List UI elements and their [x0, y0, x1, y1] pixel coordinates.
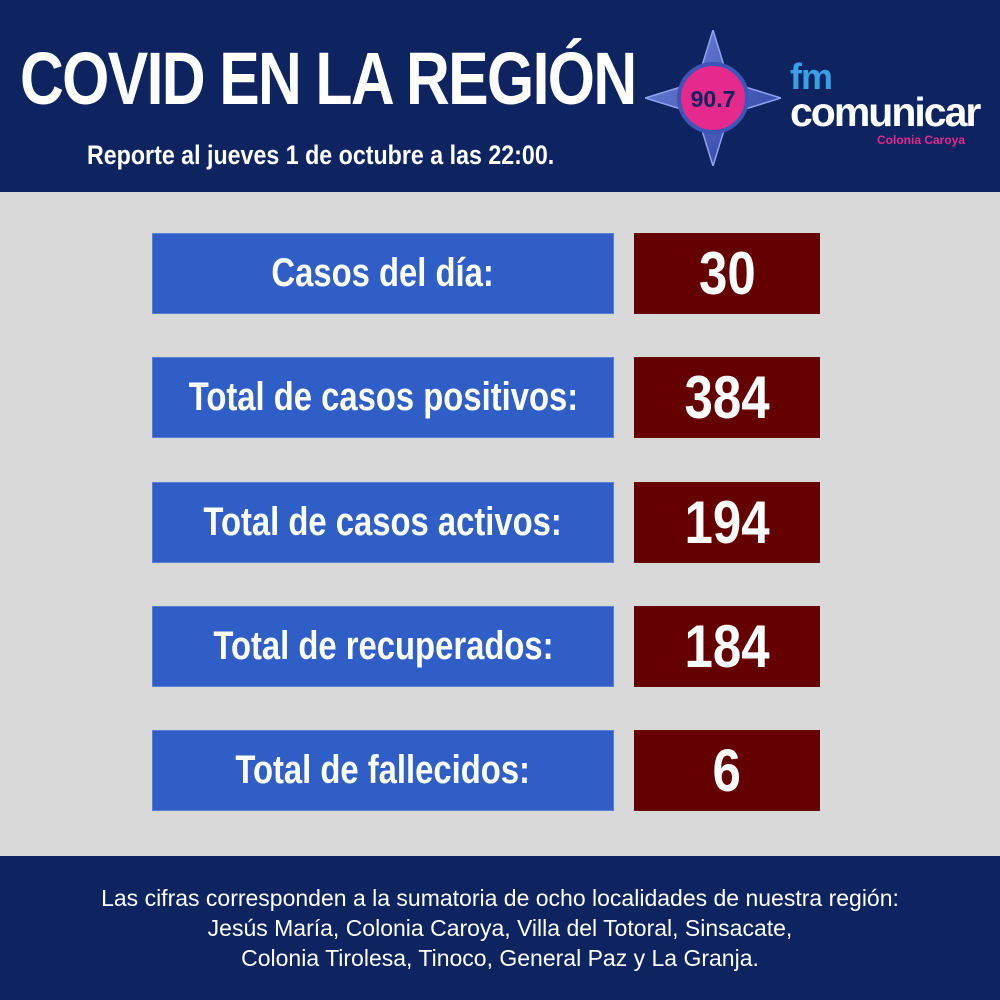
logo-brand-text: comunicar: [790, 89, 981, 135]
stat-label-text: Total de casos positivos:: [188, 375, 578, 419]
stat-value-text: 184: [684, 613, 770, 680]
stat-label-total-activos: Total de casos activos:: [152, 482, 614, 563]
stat-label-casos-del-dia: Casos del día:: [152, 233, 614, 314]
stat-value-text: 30: [698, 240, 756, 307]
report-date-subtitle: Reporte al jueves 1 de octubre a las 22:…: [87, 140, 555, 170]
stat-label-text: Total de recuperados:: [212, 624, 554, 668]
logo-location-text: Colonia Caroya: [877, 133, 966, 147]
frequency-label: 90.7: [691, 86, 736, 112]
stat-value-total-activos: 194: [634, 482, 820, 563]
footer-line: Colonia Tirolesa, Tinoco, General Paz y …: [241, 945, 759, 971]
compass-star-icon: 90.7: [645, 30, 781, 166]
stat-label-total-recuperados: Total de recuperados:: [152, 606, 614, 687]
stat-label-total-fallecidos: Total de fallecidos:: [152, 730, 614, 811]
stat-value-text: 6: [712, 737, 742, 804]
stat-label-text: Total de fallecidos:: [235, 748, 531, 792]
stat-value-total-fallecidos: 6: [634, 730, 820, 811]
stat-value-text: 194: [684, 489, 770, 556]
footer-note: Las cifras corresponden a la sumatoria d…: [0, 883, 1000, 973]
footer-line: Las cifras corresponden a la sumatoria d…: [101, 885, 899, 911]
stat-value-text: 384: [684, 364, 770, 431]
stat-value-total-recuperados: 184: [634, 606, 820, 687]
footer-banner: Las cifras corresponden a la sumatoria d…: [0, 856, 1000, 1000]
stat-value-casos-del-dia: 30: [634, 233, 820, 314]
footer-line: Jesús María, Colonia Caroya, Villa del T…: [207, 915, 793, 941]
page-title: COVID EN LA REGIÓN: [20, 37, 637, 120]
stat-label-text: Casos del día:: [271, 251, 495, 295]
logo-fm-text: fm: [790, 56, 833, 97]
stat-label-total-positivos: Total de casos positivos:: [152, 357, 614, 438]
stat-value-total-positivos: 384: [634, 357, 820, 438]
header-banner: COVID EN LA REGIÓN Reporte al jueves 1 d…: [0, 0, 1000, 192]
stat-label-text: Total de casos activos:: [203, 500, 563, 544]
